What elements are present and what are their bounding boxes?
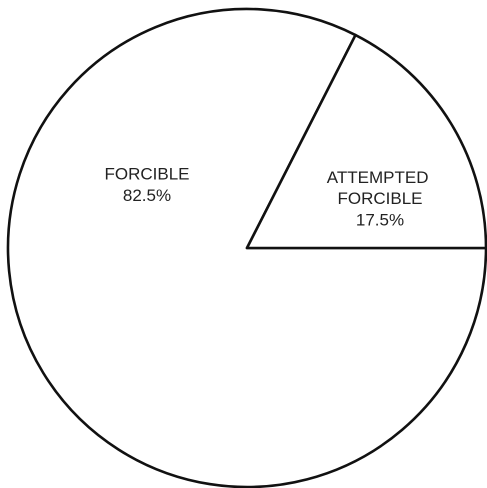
- label-line: FORCIBLE: [337, 189, 422, 208]
- slice-value: 82.5%: [123, 186, 171, 205]
- label-line: FORCIBLE: [104, 165, 189, 184]
- pie-slice: [245, 33, 487, 250]
- slice-label: FORCIBLE: [104, 165, 189, 184]
- slice-label: ATTEMPTED FORCIBLE: [327, 168, 433, 208]
- label-line: ATTEMPTED: [327, 168, 433, 187]
- slice-value: 17.5%: [356, 210, 404, 229]
